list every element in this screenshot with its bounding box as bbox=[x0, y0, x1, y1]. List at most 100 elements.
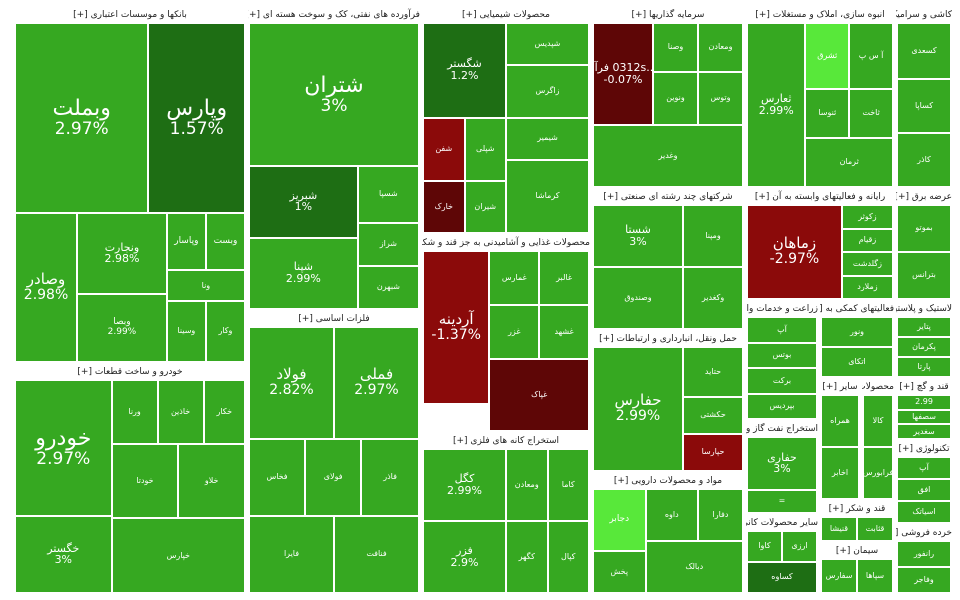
stock-tile[interactable]: دفارا bbox=[698, 489, 743, 541]
stock-tile[interactable]: فملی 2.97% bbox=[334, 327, 419, 439]
stock-tile[interactable]: ومپنا bbox=[683, 205, 743, 267]
stock-tile[interactable]: رانفور bbox=[897, 541, 951, 567]
stock-tile[interactable]: حکشتی bbox=[683, 396, 743, 434]
stock-tile[interactable]: سفارس bbox=[821, 559, 857, 593]
sector-header[interactable]: زراعت و خدمات وابسته [+] bbox=[746, 304, 818, 314]
stock-tile[interactable]: وپارس 1.57% bbox=[148, 23, 245, 213]
stock-tile[interactable]: وصادر 2.98% bbox=[15, 212, 78, 362]
stock-tile[interactable]: بوتس bbox=[747, 342, 817, 368]
stock-tile[interactable]: وصنا bbox=[653, 23, 698, 73]
stock-tile[interactable]: پکرمان bbox=[897, 337, 951, 358]
stock-tile[interactable]: ثنوسا bbox=[805, 88, 850, 138]
stock-tile[interactable]: خلاو bbox=[178, 443, 245, 519]
sector-header[interactable]: سرمایه گذاریها [+] bbox=[631, 10, 705, 20]
stock-tile[interactable]: ثاخت bbox=[849, 88, 893, 138]
stock-tile[interactable]: پارتا bbox=[897, 357, 951, 377]
stock-tile[interactable]: غالبر bbox=[539, 251, 589, 305]
stock-tile[interactable]: ومعادن bbox=[698, 23, 743, 73]
stock-tile[interactable]: ارزی bbox=[782, 531, 817, 562]
stock-tile[interactable]: شراز bbox=[357, 223, 419, 267]
stock-tile[interactable]: پخش bbox=[593, 551, 646, 593]
stock-tile[interactable]: غشهد bbox=[539, 305, 589, 359]
stock-tile[interactable]: وتوس bbox=[698, 72, 743, 125]
stock-tile[interactable]: قثابت bbox=[857, 517, 893, 541]
stock-tile[interactable]: شفن bbox=[423, 117, 465, 181]
stock-tile[interactable]: شبریز 1% bbox=[249, 166, 358, 238]
stock-tile[interactable]: زکوثر bbox=[841, 205, 893, 229]
stock-tile[interactable]: خودرو 2.97% bbox=[15, 380, 112, 517]
stock-tile[interactable]: شسپا bbox=[357, 166, 419, 224]
sector-header[interactable]: عرضه برق [+] bbox=[896, 192, 952, 202]
stock-tile[interactable]: حفارس 2.99% bbox=[593, 347, 683, 471]
stock-tile[interactable]: بموتو bbox=[897, 205, 951, 252]
stock-tile[interactable]: ثعارس 2.99% bbox=[747, 23, 806, 187]
stock-tile[interactable]: کاوا bbox=[747, 531, 782, 562]
sector-header[interactable]: فعالیتهای کمکی به [+] bbox=[820, 304, 894, 314]
stock-tile[interactable]: زقیام bbox=[841, 228, 893, 252]
stock-tile[interactable]: خاذین bbox=[157, 380, 204, 444]
stock-tile[interactable]: داوه bbox=[645, 489, 698, 541]
stock-tile[interactable]: آردینه -1.37% bbox=[423, 251, 490, 404]
stock-tile[interactable]: فزر 2.9% bbox=[423, 521, 506, 593]
stock-tile[interactable]: قنیشا bbox=[821, 517, 857, 541]
stock-tile[interactable]: ثشرق bbox=[805, 23, 850, 89]
stock-tile[interactable]: اسیاتک bbox=[897, 501, 951, 523]
sector-header[interactable]: شرکتهای چند رشته ای صنعتی [+] bbox=[603, 192, 733, 202]
stock-tile[interactable]: فخاس bbox=[249, 438, 306, 516]
stock-tile[interactable]: زاگرس bbox=[506, 65, 589, 118]
stock-tile[interactable]: دبالک bbox=[645, 541, 743, 593]
stock-tile[interactable]: دجابر bbox=[593, 489, 646, 552]
stock-tile[interactable]: شتران 3% bbox=[249, 23, 419, 166]
stock-tile[interactable]: خکار bbox=[203, 380, 245, 444]
sector-header[interactable]: خودرو و ساخت قطعات [+] bbox=[77, 367, 183, 377]
stock-tile[interactable]: فایرا bbox=[249, 515, 334, 593]
stock-tile[interactable]: کسعدی bbox=[897, 23, 951, 79]
stock-tile[interactable]: وکغدیر bbox=[683, 267, 743, 329]
stock-tile[interactable]: غزر bbox=[489, 305, 540, 359]
stock-tile[interactable]: حتاید bbox=[683, 347, 743, 397]
sector-header[interactable]: بانکها و موسسات اعتباری [+] bbox=[73, 10, 187, 20]
stock-tile[interactable]: کساوه bbox=[747, 562, 817, 593]
stock-tile[interactable]: حفاری 3% bbox=[747, 437, 817, 491]
stock-tile[interactable]: زگلدشت bbox=[841, 252, 893, 276]
sector-header[interactable]: تکنولوژی [+] bbox=[898, 444, 950, 454]
stock-tile[interactable]: شپدیس bbox=[506, 23, 589, 65]
stock-tile[interactable]: اتکای bbox=[821, 347, 893, 377]
stock-tile[interactable]: فاذر bbox=[361, 438, 419, 516]
stock-tile[interactable]: آپ bbox=[747, 317, 817, 343]
stock-tile[interactable]: شپلی bbox=[464, 117, 506, 181]
stock-tile[interactable]: پتایر bbox=[897, 317, 951, 338]
stock-tile[interactable]: همراه bbox=[821, 395, 859, 447]
stock-tile[interactable]: ونا bbox=[166, 270, 245, 301]
stock-tile[interactable]: زملارد bbox=[841, 275, 893, 299]
stock-tile[interactable]: کپال bbox=[547, 521, 589, 593]
stock-tile[interactable]: شگستر 1.2% bbox=[423, 23, 506, 118]
sector-header[interactable]: سیمان [+] bbox=[835, 546, 879, 556]
stock-tile[interactable]: آپ bbox=[897, 457, 951, 480]
stock-tile[interactable]: وبصا 2.99% bbox=[77, 294, 167, 362]
stock-tile[interactable]: غمارس bbox=[489, 251, 540, 305]
stock-tile[interactable]: کساپا bbox=[897, 78, 951, 133]
sector-header[interactable]: قند و شکر [+] bbox=[828, 504, 886, 514]
stock-tile[interactable]: ونجارت 2.98% bbox=[77, 212, 167, 295]
stock-tile[interactable]: ثرمان bbox=[805, 137, 893, 187]
stock-tile[interactable]: فرابورس bbox=[863, 447, 893, 499]
stock-tile[interactable]: فنافت bbox=[334, 515, 419, 593]
stock-tile[interactable]: افق bbox=[897, 479, 951, 502]
sector-header[interactable]: فلزات اساسی [+] bbox=[298, 314, 370, 324]
stock-tile[interactable]: 2.99 bbox=[897, 395, 951, 410]
stock-tile[interactable]: خارک bbox=[423, 180, 465, 233]
sector-header[interactable]: رایانه و فعالیتهای وابسته به آن [+] bbox=[754, 192, 886, 202]
stock-tile[interactable]: وکار bbox=[205, 300, 245, 362]
stock-tile[interactable]: کگل 2.99% bbox=[423, 449, 506, 521]
stock-tile[interactable]: سپاها bbox=[857, 559, 893, 593]
stock-tile[interactable]: برکت bbox=[747, 368, 817, 394]
stock-tile[interactable]: غپاک bbox=[489, 359, 589, 431]
stock-tile[interactable]: بپردیس bbox=[747, 393, 817, 419]
stock-tile[interactable]: وغدیر bbox=[593, 124, 743, 187]
stock-tile[interactable]: کرماشا bbox=[506, 159, 589, 233]
stock-tile[interactable]: ونوین bbox=[653, 72, 698, 125]
sector-header[interactable]: استخراج نفت گاز و ... [+] bbox=[746, 424, 818, 434]
stock-tile[interactable]: وصندوق bbox=[593, 267, 683, 329]
sector-header[interactable]: انبوه سازی، املاک و مستغلات [+] bbox=[755, 10, 885, 20]
